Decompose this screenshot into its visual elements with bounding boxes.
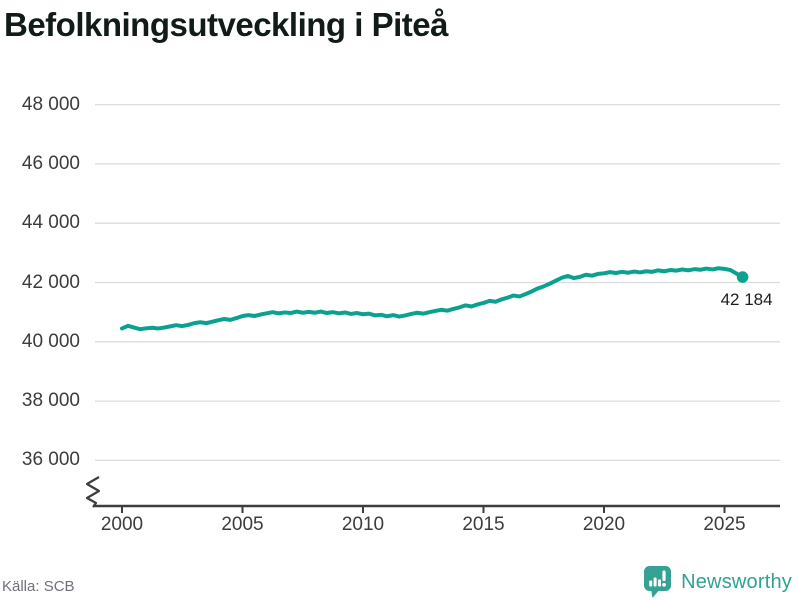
y-axis-label: 38 000 [21, 390, 80, 412]
newsworthy-logo-mark-icon [644, 566, 672, 598]
source-note: Källa: SCB [2, 578, 75, 595]
population-line [120, 266, 745, 332]
endpoint-value-label: 42 184 [720, 290, 773, 310]
x-axis-label: 2020 [582, 514, 626, 535]
x-axis-label: 2000 [100, 514, 144, 535]
y-axis-label: 40 000 [21, 330, 80, 352]
x-axis-label: 2005 [221, 514, 264, 535]
y-axis-label: 36 000 [21, 449, 80, 471]
x-axis-label: 2015 [462, 514, 505, 535]
brand-name: Newsworthy [681, 570, 792, 593]
chart-title: Befolkningsutveckling i Piteå [4, 6, 448, 43]
y-axis-label: 46 000 [21, 152, 80, 174]
endpoint-marker [736, 271, 749, 283]
y-axis-label: 48 000 [21, 93, 80, 115]
newsworthy-logo[interactable]: Newsworthy [643, 564, 792, 600]
y-axis-label: 42 000 [21, 271, 80, 293]
x-axis-label: 2010 [341, 514, 385, 535]
axis-break-icon [85, 476, 101, 508]
y-axis-label: 44 000 [21, 212, 80, 234]
x-axis-label: 2025 [703, 514, 746, 535]
